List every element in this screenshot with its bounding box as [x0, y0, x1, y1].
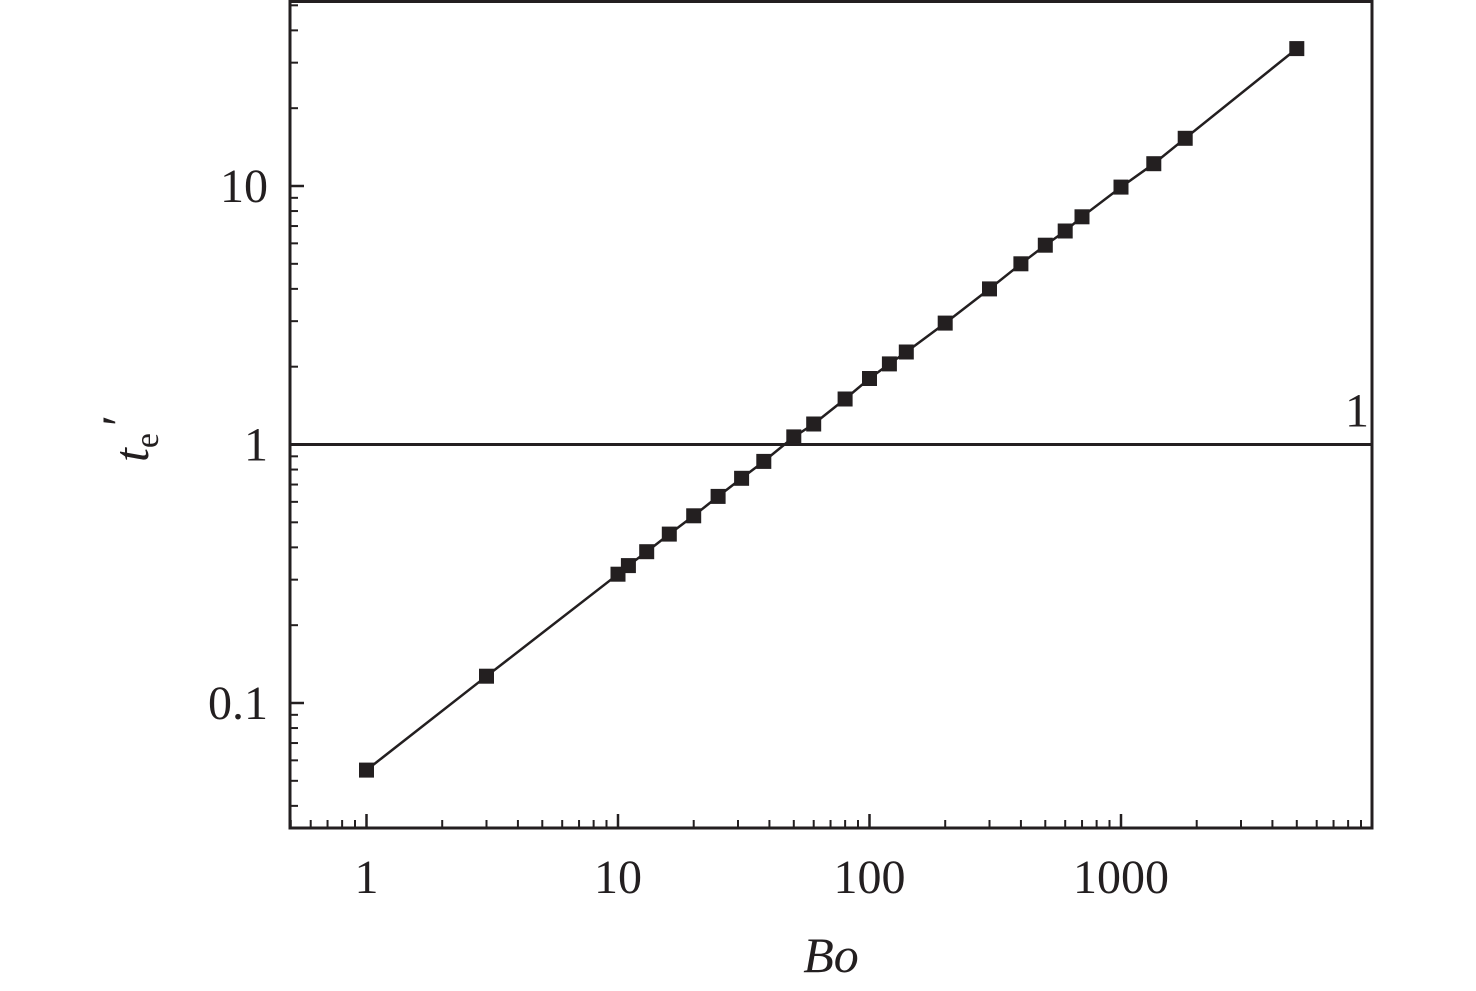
y-axis-title: te′ [91, 417, 166, 462]
data-point [937, 315, 953, 331]
data-point [756, 453, 772, 469]
x-tick-label: 10 [594, 851, 642, 904]
data-point [1057, 223, 1073, 239]
data-point [982, 281, 997, 297]
data-point [1013, 256, 1029, 272]
data-point [1289, 41, 1305, 57]
data-point [359, 762, 374, 778]
x-tick-label: 1 [355, 851, 379, 904]
x-tick-label: 100 [834, 851, 906, 904]
data-point [881, 356, 897, 372]
data-point [837, 391, 853, 407]
data-point [710, 488, 726, 504]
data-point [898, 344, 914, 360]
data-point [1074, 209, 1090, 225]
chart-marks [290, 41, 1372, 778]
data-point [806, 416, 822, 432]
x-tick-label: 1000 [1073, 851, 1169, 904]
axis-labels: 1 1 10 100 1000 0.1 1 10 Bo te′ [91, 160, 1369, 983]
data-point [479, 668, 494, 684]
axis-ticks [289, 4, 1362, 828]
data-point [1146, 156, 1162, 172]
data-point [1177, 130, 1193, 146]
data-point [1037, 237, 1053, 253]
data-point [639, 544, 655, 560]
y-tick-label: 1 [244, 419, 268, 472]
data-point [620, 558, 636, 574]
data-point [786, 429, 802, 445]
data-point [1113, 179, 1129, 195]
y-tick-label: 10 [220, 160, 268, 213]
x-axis-title: Bo [803, 927, 859, 983]
data-point [686, 508, 702, 524]
data-point [862, 371, 877, 386]
reference-line-label: 1 [1345, 385, 1369, 438]
y-tick-label: 0.1 [208, 677, 268, 730]
data-point [734, 470, 750, 486]
data-point [661, 526, 677, 542]
